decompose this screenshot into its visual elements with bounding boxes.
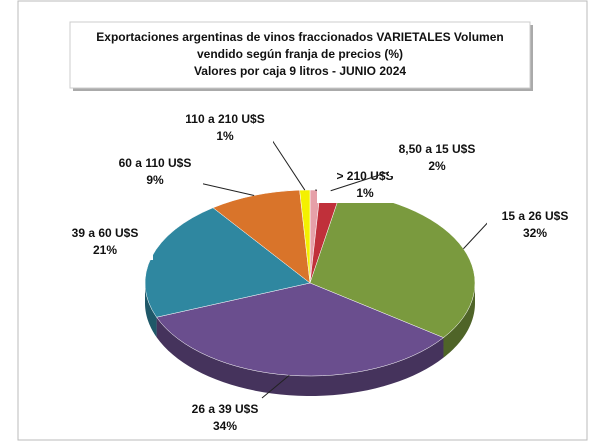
leader-line <box>330 169 396 192</box>
data-label-category: 26 a 39 U$S <box>192 402 259 416</box>
leader-line <box>261 374 290 399</box>
data-label-value: 1% <box>216 129 234 143</box>
slice <box>212 189 311 284</box>
data-label-value: 9% <box>146 173 164 187</box>
label-box <box>389 140 485 176</box>
data-label-category: 15 a 26 U$S <box>502 209 569 223</box>
slice <box>299 189 311 284</box>
data-label-category: 8,50 a 15 U$S <box>399 142 476 156</box>
data-label-category: 110 a 210 U$S <box>185 112 264 126</box>
data-label-category: > 210 U$S <box>336 169 393 183</box>
leader-line <box>194 181 255 196</box>
data-label-value: 34% <box>213 419 237 433</box>
slice <box>156 282 444 377</box>
label-box <box>177 110 273 146</box>
data-label-value: 21% <box>93 243 117 257</box>
data-label-value: 1% <box>356 186 374 200</box>
slice-side <box>443 283 475 358</box>
label-box <box>107 154 203 190</box>
slice-side <box>145 283 157 338</box>
data-label-category: 39 a 60 U$S <box>72 226 139 240</box>
label-box <box>57 224 153 260</box>
label-box <box>177 400 273 436</box>
slice-side <box>156 317 444 396</box>
chart-title: vendido según franja de precios (%) <box>197 47 403 61</box>
data-label-category: 60 a 110 U$S <box>119 156 192 170</box>
chart-title: Valores por caja 9 litros - JUNIO 2024 <box>194 64 406 78</box>
leader-line <box>267 133 306 191</box>
title-box <box>69 21 531 89</box>
data-label-value: 32% <box>523 226 547 240</box>
chart-title: Exportaciones argentinas de vinos fracci… <box>96 30 503 44</box>
data-label-value: 2% <box>428 159 446 173</box>
label-box <box>487 207 583 243</box>
